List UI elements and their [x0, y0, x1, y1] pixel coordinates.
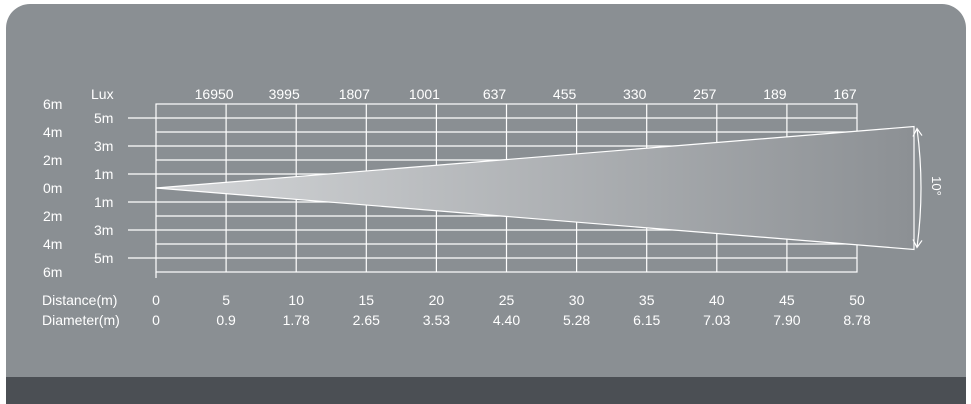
inner-scale-label: 3m: [94, 138, 113, 154]
beam-angle-label: 10°: [929, 176, 944, 196]
inner-scale-label: 1m: [94, 166, 113, 182]
lux-label: Lux: [91, 86, 114, 102]
outer-scale-label: 2m: [43, 152, 62, 168]
inner-scale-labels: 5m 3m 1m 1m 3m 5m: [94, 110, 157, 278]
distance-value: 10: [288, 292, 304, 308]
diameter-value: 0.9: [216, 312, 236, 328]
diameter-value: 4.40: [493, 312, 520, 328]
beam-angle-diagram: 10° Lux 16950 3995 1807 1001 637 455 330 257 189…: [42, 86, 944, 328]
lux-value: 167: [833, 86, 857, 102]
distance-value: 45: [779, 292, 795, 308]
inner-scale-label: 5m: [94, 250, 113, 266]
distance-values: 0 5 10 15 20 25 30 35 40 45 50: [152, 292, 865, 308]
distance-value: 30: [569, 292, 585, 308]
diagram-panel: 10° Lux 16950 3995 1807 1001 637 455 330 257 189…: [6, 4, 966, 404]
inner-scale-label: 5m: [94, 110, 113, 126]
outer-scale-label: 6m: [43, 96, 62, 112]
outer-scale-label: 2m: [43, 208, 62, 224]
diameter-value: 3.53: [423, 312, 450, 328]
diameter-value: 7.03: [703, 312, 730, 328]
diameter-value: 5.28: [563, 312, 590, 328]
lux-value: 330: [623, 86, 647, 102]
diameter-label: Diameter(m): [42, 312, 120, 328]
outer-scale-label: 4m: [43, 124, 62, 140]
outer-scale-label: 6m: [43, 264, 62, 280]
inner-scale-label: 3m: [94, 222, 113, 238]
distance-value: 40: [709, 292, 725, 308]
diameter-value: 2.65: [353, 312, 380, 328]
diameter-value: 7.90: [773, 312, 800, 328]
lux-value: 1807: [339, 86, 370, 102]
distance-value: 25: [499, 292, 515, 308]
beam-angle-arc: [912, 127, 923, 249]
distance-label: Distance(m): [42, 292, 117, 308]
distance-value: 35: [639, 292, 655, 308]
outer-scale-label: 4m: [43, 236, 62, 252]
footer-bar: [6, 377, 966, 404]
outer-scale-labels: 6m 4m 2m 0m 2m 4m 6m: [43, 96, 62, 280]
lux-value: 637: [483, 86, 507, 102]
outer-scale-label: 0m: [43, 180, 62, 196]
lux-value: 1001: [409, 86, 440, 102]
beam-cone: [155, 125, 915, 251]
lux-value: 3995: [269, 86, 300, 102]
distance-value: 0: [152, 292, 160, 308]
distance-value: 50: [849, 292, 865, 308]
lux-value: 455: [553, 86, 577, 102]
lux-value: 16950: [195, 86, 234, 102]
inner-scale-label: 1m: [94, 194, 113, 210]
lux-value: 189: [763, 86, 787, 102]
distance-value: 20: [429, 292, 445, 308]
distance-value: 5: [222, 292, 230, 308]
diameter-value: 6.15: [633, 312, 660, 328]
diameter-value: 0: [152, 312, 160, 328]
diameter-value: 1.78: [283, 312, 310, 328]
lux-value: 257: [693, 86, 717, 102]
diameter-value: 8.78: [843, 312, 870, 328]
distance-value: 15: [359, 292, 375, 308]
lux-values: 16950 3995 1807 1001 637 455 330 257 189 167: [195, 86, 857, 102]
diameter-values: 0 0.9 1.78 2.65 3.53 4.40 5.28 6.15 7.03 7.90 8.78: [152, 312, 871, 328]
